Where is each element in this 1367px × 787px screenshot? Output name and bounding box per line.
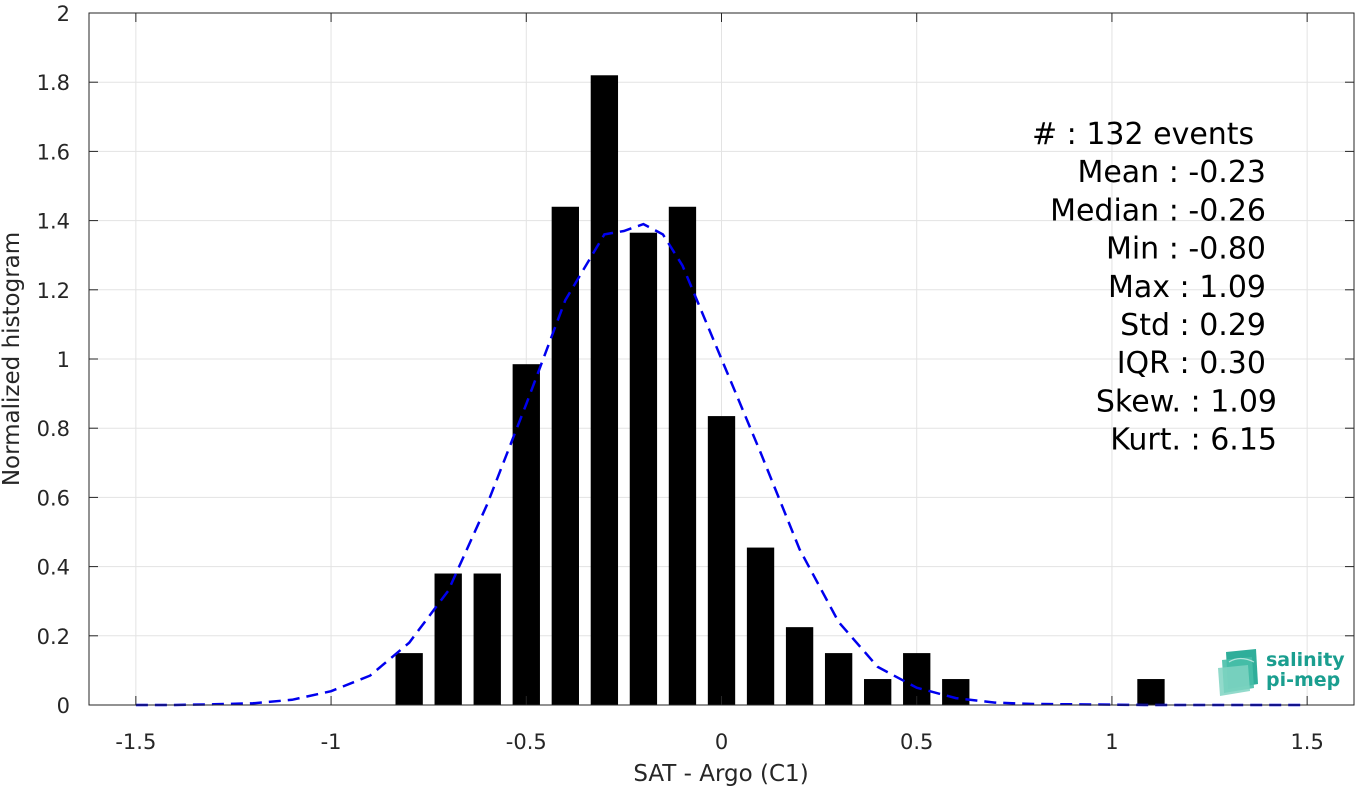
x-tick-label-1: -1 bbox=[321, 730, 342, 754]
y-tick-label-4: 0.8 bbox=[37, 417, 70, 441]
histogram-bar-15 bbox=[1137, 679, 1165, 705]
y-tick-label-3: 0.6 bbox=[37, 486, 70, 510]
y-tick-label-2: 0.4 bbox=[37, 556, 70, 580]
stat-line-4: Max : 1.09 bbox=[1108, 270, 1266, 305]
histogram-bar-9 bbox=[746, 547, 775, 705]
stat-line-2: Median : -0.26 bbox=[1050, 193, 1266, 228]
histogram-bar-10 bbox=[785, 627, 814, 705]
stat-line-3: Min : -0.80 bbox=[1106, 232, 1266, 267]
stat-line-1: Mean : -0.23 bbox=[1077, 155, 1266, 190]
histogram-bar-0 bbox=[395, 653, 423, 705]
logo-line1: salinity bbox=[1266, 649, 1345, 671]
y-tick-label-6: 1.2 bbox=[37, 279, 70, 303]
y-tick-label-0: 0 bbox=[57, 694, 70, 718]
y-tick-label-1: 0.2 bbox=[37, 625, 70, 649]
salinity-pi-mep-logo: salinity pi-mep bbox=[1218, 649, 1345, 696]
x-tick-label-6: 1.5 bbox=[1290, 730, 1323, 754]
histogram-bar-3 bbox=[512, 364, 540, 705]
histogram-bar-6 bbox=[629, 232, 658, 705]
y-tick-label-7: 1.4 bbox=[37, 210, 70, 234]
histogram-bar-8 bbox=[707, 416, 736, 705]
x-tick-label-5: 1 bbox=[1105, 730, 1118, 754]
y-tick-label-5: 1 bbox=[57, 348, 70, 372]
histogram-bar-14 bbox=[942, 679, 970, 705]
histogram-bars bbox=[395, 75, 1165, 705]
y-axis-ticks: 0 0.2 0.4 0.6 0.8 1 1.2 1.4 1.6 1.8 2 bbox=[37, 2, 1354, 718]
histogram-bar-7 bbox=[668, 206, 697, 705]
y-axis-label: Normalized histogram bbox=[0, 232, 25, 486]
x-tick-label-0: -1.5 bbox=[115, 730, 156, 754]
y-tick-label-8: 1.6 bbox=[37, 140, 70, 164]
stat-line-7: Skew. : 1.09 bbox=[1096, 384, 1277, 419]
x-tick-label-2: -0.5 bbox=[506, 730, 547, 754]
histogram-bar-4 bbox=[551, 206, 579, 705]
x-axis-label: SAT - Argo (C1) bbox=[633, 761, 808, 787]
logo-emblem-icon bbox=[1218, 649, 1258, 696]
x-axis-ticks: -1.5 -1 -0.5 0 0.5 1 1.5 bbox=[115, 13, 1324, 754]
x-tick-label-4: 0.5 bbox=[900, 730, 933, 754]
x-tick-label-3: 0 bbox=[715, 730, 728, 754]
y-tick-label-10: 2 bbox=[57, 2, 70, 26]
stat-line-8: Kurt. : 6.15 bbox=[1110, 423, 1277, 458]
stat-line-0: # : 132 events bbox=[1032, 117, 1254, 152]
histogram-bar-1 bbox=[434, 573, 462, 705]
histogram-bar-12 bbox=[864, 679, 892, 705]
histogram-bar-5 bbox=[590, 75, 619, 705]
stat-line-5: Std : 0.29 bbox=[1120, 308, 1266, 343]
histogram-bar-11 bbox=[824, 653, 853, 705]
stat-line-6: IQR : 0.30 bbox=[1117, 346, 1266, 381]
logo-line2: pi-mep bbox=[1266, 669, 1340, 691]
histogram-bar-2 bbox=[473, 573, 501, 705]
y-tick-label-9: 1.8 bbox=[37, 71, 70, 95]
